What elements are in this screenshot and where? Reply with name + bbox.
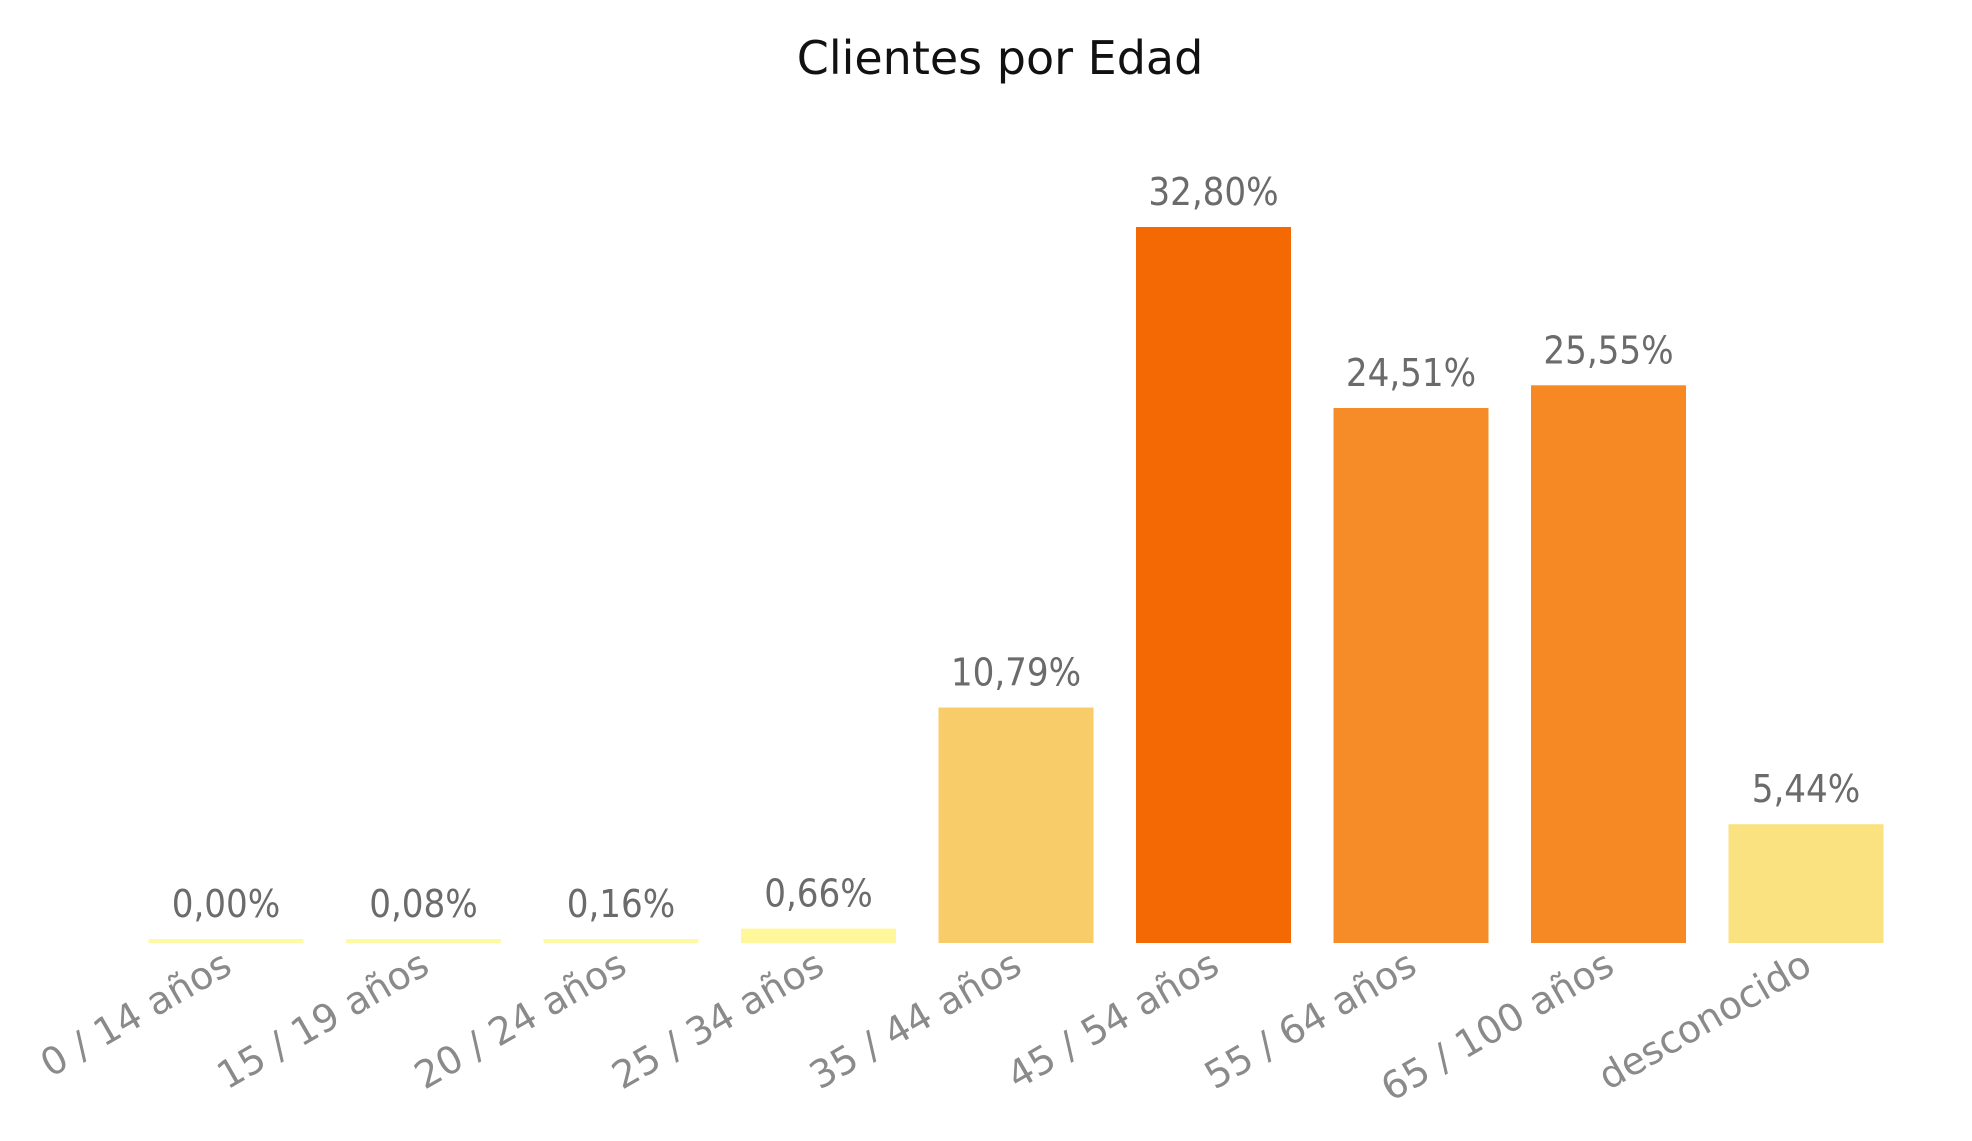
chart-title: Clientes por Edad	[797, 31, 1204, 85]
value-labels-group: 0,00% 0,08% 0,16% 0,66% 10,79% 32,80% 24,51% 25…	[172, 170, 1861, 926]
x-tick-label-2: 20 / 24 años	[407, 942, 634, 1098]
value-label-7: 25,55%	[1543, 328, 1673, 372]
bar-3	[741, 928, 896, 943]
bar-2	[543, 939, 699, 943]
x-tick-label-0: 0 / 14 años	[33, 942, 239, 1086]
value-label-4: 10,79%	[951, 651, 1081, 695]
bar-8	[1728, 824, 1884, 943]
x-tick-label-5: 45 / 54 años	[999, 942, 1226, 1098]
x-tick-label-3: 25 / 34 años	[604, 942, 831, 1098]
x-tick-label-1: 15 / 19 años	[209, 942, 436, 1098]
value-label-6: 24,51%	[1346, 351, 1476, 395]
bar-5	[1136, 227, 1291, 943]
value-label-1: 0,08%	[369, 882, 478, 926]
bar-4	[938, 707, 1094, 943]
value-label-2: 0,16%	[567, 882, 676, 926]
value-label-0: 0,00%	[172, 882, 281, 926]
x-tick-label-8: desconocido	[1591, 942, 1819, 1099]
bar-1	[346, 939, 501, 943]
value-label-5: 32,80%	[1148, 170, 1278, 214]
bar-7	[1531, 385, 1686, 943]
value-label-8: 5,44%	[1752, 767, 1861, 811]
value-label-3: 0,66%	[764, 872, 873, 916]
x-tick-label-4: 35 / 44 años	[802, 942, 1029, 1098]
bar-0	[148, 939, 304, 943]
bars-group	[148, 227, 1884, 943]
bar-6	[1333, 408, 1489, 943]
